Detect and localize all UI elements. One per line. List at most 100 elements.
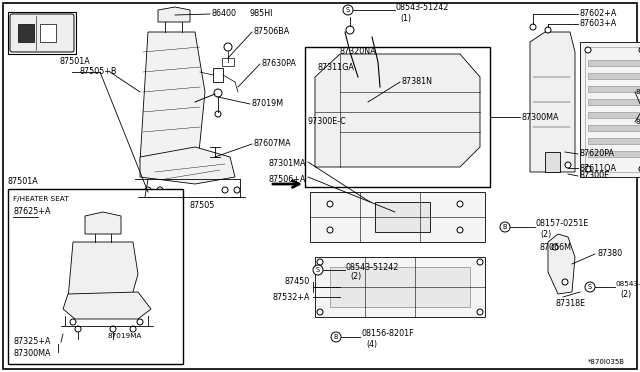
Circle shape	[130, 326, 136, 332]
Polygon shape	[85, 212, 121, 234]
Bar	[585, 47, 640, 172]
Circle shape	[545, 27, 551, 33]
Polygon shape	[140, 147, 235, 184]
Circle shape	[343, 5, 353, 15]
Polygon shape	[63, 292, 151, 319]
Polygon shape	[348, 77, 380, 124]
Bar	[305, 47, 490, 187]
Text: S: S	[346, 7, 350, 13]
Text: 87318E: 87318E	[555, 299, 585, 308]
Text: 08157-0251E: 08157-0251E	[536, 219, 589, 228]
Circle shape	[313, 265, 323, 275]
Text: 08543-51242: 08543-51242	[616, 281, 640, 287]
Text: (2): (2)	[540, 230, 551, 238]
Text: 87380: 87380	[597, 250, 622, 259]
Text: (2): (2)	[350, 273, 361, 282]
Bar	[545, 152, 560, 172]
Circle shape	[346, 26, 354, 34]
FancyBboxPatch shape	[10, 14, 74, 52]
Bar	[588, 125, 640, 131]
Polygon shape	[315, 54, 480, 167]
Text: 87505: 87505	[190, 201, 216, 209]
Bar	[588, 86, 640, 92]
Circle shape	[75, 326, 81, 332]
Circle shape	[562, 279, 568, 285]
Text: (1): (1)	[400, 13, 411, 22]
Circle shape	[327, 227, 333, 233]
Bar	[588, 60, 640, 66]
Text: 87506BA: 87506BA	[253, 28, 289, 36]
Text: 87532+A: 87532+A	[273, 292, 310, 301]
Text: 87325+A: 87325+A	[13, 337, 51, 346]
Text: 87625+A: 87625+A	[13, 206, 51, 215]
Text: 87607MA: 87607MA	[253, 140, 291, 148]
Text: 87603+A: 87603+A	[580, 19, 617, 29]
Circle shape	[317, 309, 323, 315]
Polygon shape	[158, 7, 190, 22]
Circle shape	[234, 187, 240, 193]
Circle shape	[477, 259, 483, 265]
Circle shape	[530, 24, 536, 30]
Bar	[8, 189, 183, 364]
Bar	[588, 99, 640, 105]
Text: *870l035B: *870l035B	[588, 359, 625, 365]
Circle shape	[215, 111, 221, 117]
Text: 87450: 87450	[285, 278, 310, 286]
Text: 87311GA: 87311GA	[318, 62, 355, 71]
Bar	[8, 12, 76, 54]
Text: S: S	[316, 267, 320, 273]
Bar	[588, 151, 640, 157]
Text: 87300E: 87300E	[580, 171, 610, 180]
Text: 87620PA: 87620PA	[580, 150, 615, 158]
Bar	[588, 112, 640, 118]
Text: 87019MA: 87019MA	[108, 333, 142, 339]
Text: 87301MA: 87301MA	[269, 160, 306, 169]
Circle shape	[585, 47, 591, 53]
Circle shape	[565, 162, 571, 168]
Circle shape	[327, 201, 333, 207]
Polygon shape	[140, 32, 205, 162]
Circle shape	[222, 187, 228, 193]
Text: 08543-51242: 08543-51242	[396, 3, 449, 12]
Text: 08543-51242: 08543-51242	[346, 263, 399, 272]
Bar	[315, 257, 485, 317]
Circle shape	[639, 47, 640, 53]
Text: 86400: 86400	[212, 10, 237, 19]
Circle shape	[585, 166, 591, 172]
Text: 87506+A: 87506+A	[269, 174, 306, 183]
Polygon shape	[548, 234, 575, 294]
Circle shape	[457, 201, 463, 207]
Circle shape	[500, 222, 510, 232]
Text: 87505+B: 87505+B	[80, 67, 118, 77]
Polygon shape	[68, 242, 138, 299]
Text: 87300MA: 87300MA	[13, 350, 51, 359]
Text: 87602+A: 87602+A	[580, 10, 618, 19]
Bar	[213, 68, 223, 82]
Text: S: S	[588, 284, 592, 290]
Bar	[40, 24, 56, 42]
Bar	[222, 58, 234, 66]
Text: 87019M: 87019M	[252, 99, 284, 109]
Polygon shape	[530, 32, 575, 172]
Text: 87381N: 87381N	[401, 77, 432, 87]
Circle shape	[639, 166, 640, 172]
Bar	[588, 138, 640, 144]
Text: (4): (4)	[366, 340, 377, 349]
Text: 87501A: 87501A	[60, 58, 91, 67]
Text: 08156-8201F: 08156-8201F	[362, 330, 415, 339]
Bar	[330, 267, 470, 307]
Bar	[18, 24, 34, 42]
Text: 87066M: 87066M	[540, 243, 572, 251]
Circle shape	[585, 282, 595, 292]
Text: 87611QA: 87611QA	[580, 164, 617, 173]
Text: 87320NA: 87320NA	[340, 48, 376, 57]
Text: 97300E-C: 97300E-C	[307, 118, 346, 126]
Bar	[588, 73, 640, 79]
Circle shape	[317, 259, 323, 265]
Circle shape	[145, 187, 151, 193]
Text: B: B	[333, 334, 339, 340]
Circle shape	[157, 187, 163, 193]
Text: 87630PA: 87630PA	[261, 60, 296, 68]
Text: 985HI: 985HI	[250, 10, 273, 19]
Text: 87300MA: 87300MA	[522, 112, 559, 122]
